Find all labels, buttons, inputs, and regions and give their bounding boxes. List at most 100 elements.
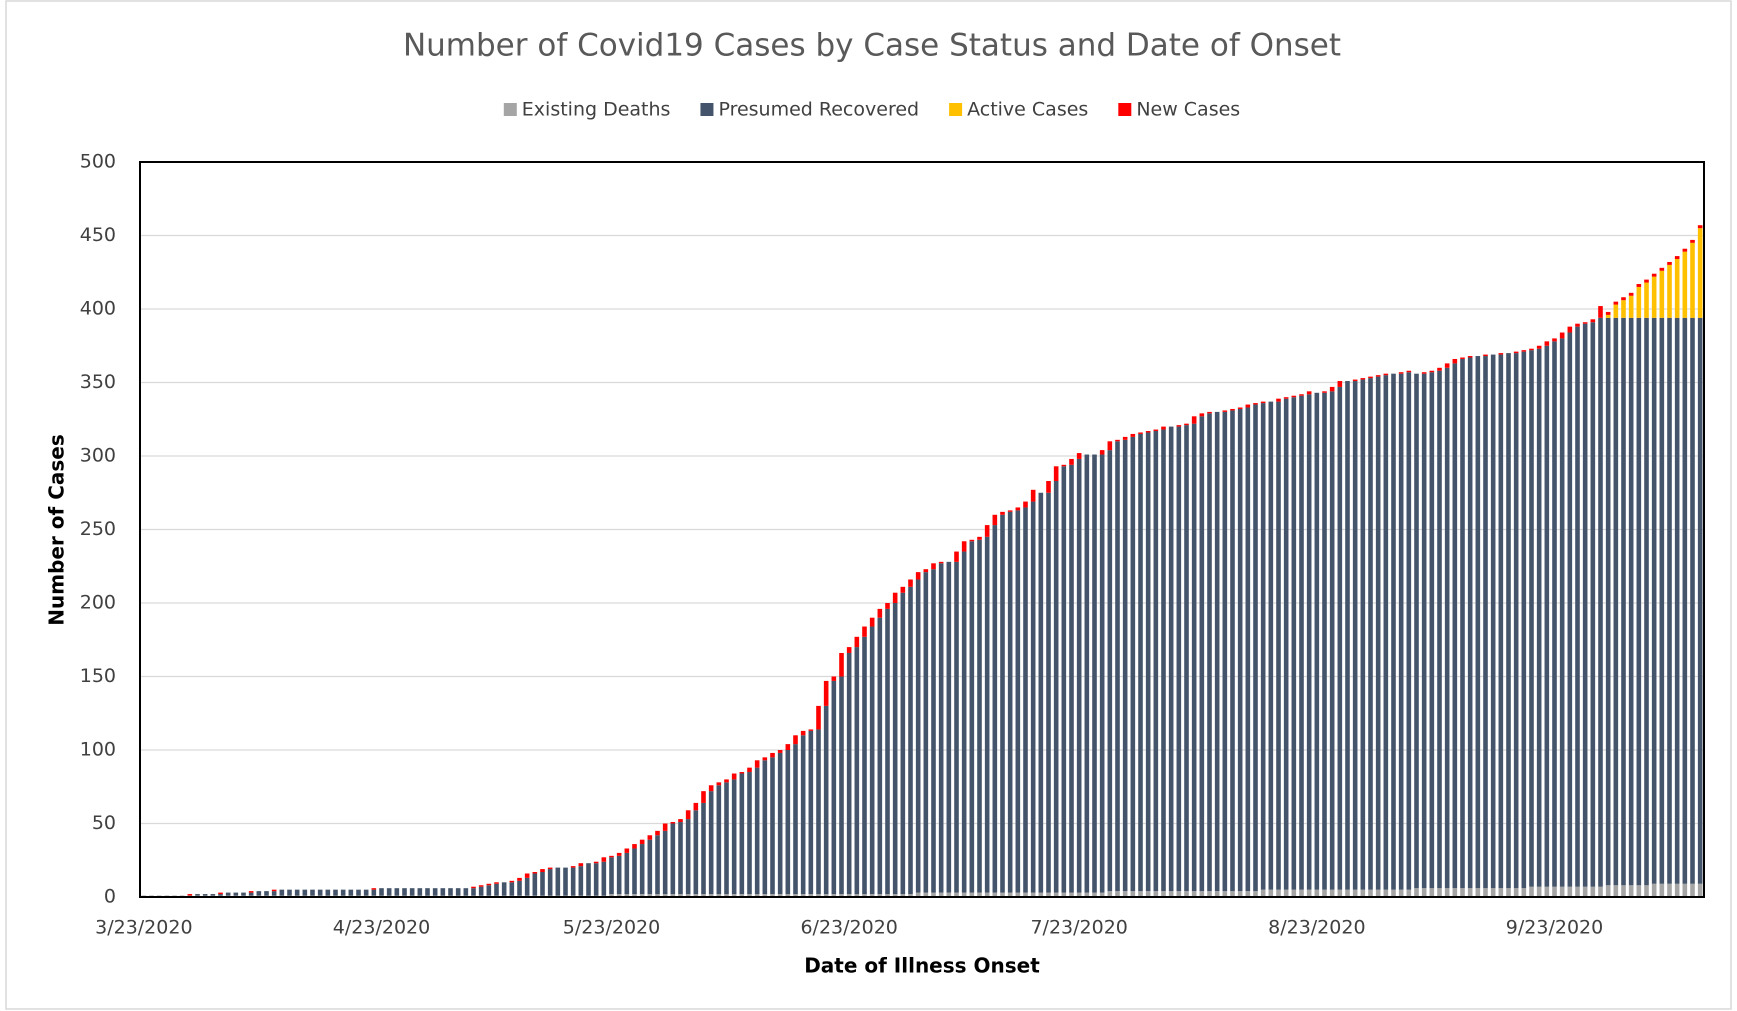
bar-segment (1406, 372, 1412, 890)
bar-segment (662, 894, 668, 897)
bar-segment (1299, 889, 1304, 897)
bar-segment (1582, 322, 1588, 324)
bar-segment (1559, 338, 1565, 887)
bar-segment (1605, 885, 1611, 897)
bar-segment (754, 894, 760, 897)
bar-segment (1184, 425, 1189, 892)
bar-segment (800, 730, 806, 736)
bar-segment (1475, 356, 1481, 889)
bar-segment (885, 894, 890, 897)
bar-segment (1000, 892, 1005, 897)
bar-segment (310, 889, 315, 896)
bar-segment (1322, 391, 1327, 393)
bar-segment (1674, 259, 1680, 318)
bar-segment (1138, 433, 1143, 892)
bar-segment (1460, 888, 1465, 897)
bar-segment (1429, 372, 1435, 889)
bar-segment (593, 861, 599, 864)
bar-segment (1414, 373, 1419, 889)
bar-segment (731, 779, 737, 895)
bar-segment (1015, 507, 1021, 511)
bar-segment (624, 894, 630, 897)
bar-segment (563, 867, 568, 896)
bar-segment (1582, 886, 1588, 897)
bar-segment (1337, 381, 1343, 387)
bar-segment (624, 848, 630, 853)
bar-segment (1023, 501, 1028, 508)
bar-segment (256, 891, 262, 896)
y-tick-label: 50 (92, 812, 116, 834)
bar-segment (1613, 885, 1619, 897)
bar-segment (877, 608, 883, 618)
bar-segment (1306, 394, 1312, 890)
bar-segment (218, 894, 223, 896)
bar-segment (777, 894, 783, 897)
y-tick-label: 150 (80, 665, 116, 687)
bar-segment (1682, 883, 1688, 897)
bar-segment (1145, 431, 1151, 433)
bar-segment (1161, 429, 1166, 892)
bar-segment (1061, 466, 1067, 893)
bar-segment (1168, 426, 1174, 892)
bar-segment (1621, 317, 1626, 886)
bar-segment (655, 894, 660, 897)
bar-segment (187, 894, 193, 896)
bar-segment (1099, 454, 1105, 893)
bar-segment (1176, 425, 1182, 427)
bar-segment (1122, 436, 1128, 440)
bar-segment (1306, 889, 1312, 897)
bar-segment (639, 839, 645, 845)
bar-segment (1398, 372, 1404, 374)
bar-segment (739, 894, 745, 897)
bar-segment (1337, 889, 1343, 897)
bar-segment (1107, 441, 1113, 451)
bar-segment (1605, 317, 1611, 886)
bar-segment (440, 888, 446, 896)
bar-segment (1475, 888, 1481, 897)
bar-segment (1046, 480, 1051, 493)
bar-segment (816, 705, 821, 730)
bar-segment (1437, 888, 1442, 897)
bar-segment (1337, 386, 1343, 890)
bar-segment (839, 652, 844, 677)
bar-segment (1176, 891, 1182, 897)
bar-segment (1682, 251, 1688, 318)
bar-segment (1490, 354, 1496, 889)
bar-segment (931, 563, 936, 570)
bar-segment (1276, 401, 1281, 890)
bar-segment (1383, 373, 1389, 376)
bar-segment (1199, 413, 1205, 417)
bar-segment (1682, 317, 1688, 884)
bar-segment (992, 892, 998, 897)
bar-segment (1590, 319, 1596, 323)
bar-segment (1575, 326, 1580, 887)
bar-segment (670, 894, 676, 897)
bar-segment (1007, 892, 1013, 897)
bar-segment (647, 894, 653, 897)
bar-segment (302, 889, 308, 896)
bar-segment (1122, 891, 1128, 897)
bar-segment (731, 894, 737, 897)
bar-segment (1613, 304, 1619, 318)
bar-segment (1015, 892, 1021, 897)
bar-segment (1360, 379, 1366, 890)
bar-segment (1667, 264, 1672, 318)
bar-segment (946, 892, 952, 897)
bar-segment (854, 894, 860, 897)
grid: 0 50 100 150 200 250 300 350 400 450 500 (80, 151, 1704, 908)
bar-segment (1076, 453, 1082, 459)
bar-segment (1176, 426, 1182, 892)
bar-segment (1567, 332, 1573, 887)
bar-segment (724, 894, 729, 897)
bar-segment (1061, 464, 1067, 467)
bar-segment (294, 889, 300, 896)
bar-segment (662, 823, 668, 831)
bar-segment (846, 652, 852, 895)
bar-segment (1567, 886, 1573, 897)
bar-segment (678, 822, 683, 895)
bar-segment (1391, 373, 1396, 890)
bar-segment (777, 752, 783, 895)
bar-segment (1276, 398, 1281, 402)
bar-segment (662, 830, 668, 895)
bar-segment (264, 891, 269, 896)
